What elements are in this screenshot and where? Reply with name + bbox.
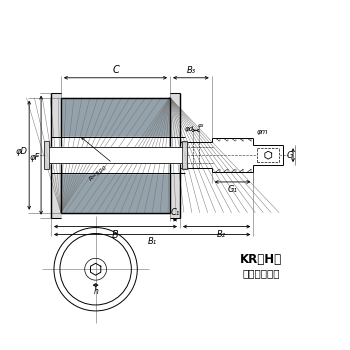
Polygon shape (61, 98, 170, 213)
Text: G: G (287, 150, 294, 160)
Polygon shape (49, 147, 182, 163)
Polygon shape (51, 137, 185, 173)
Polygon shape (44, 141, 49, 169)
Text: G₁: G₁ (228, 185, 238, 194)
Text: R=500: R=500 (89, 164, 108, 182)
Text: B: B (112, 230, 119, 239)
Text: （保持器付）: （保持器付） (243, 268, 280, 278)
Text: C₁: C₁ (170, 208, 180, 217)
Polygon shape (51, 93, 61, 218)
Text: φF: φF (30, 153, 40, 162)
Text: h: h (94, 287, 99, 296)
Polygon shape (61, 98, 170, 213)
Polygon shape (212, 138, 253, 172)
Polygon shape (253, 145, 283, 165)
Text: φs: φs (198, 123, 204, 128)
Text: B₂: B₂ (217, 230, 226, 239)
Polygon shape (182, 141, 187, 169)
Text: φd: φd (185, 126, 194, 132)
Text: B₃: B₃ (186, 66, 195, 75)
Text: φD: φD (15, 147, 27, 156)
Text: KR・H形: KR・H形 (240, 253, 282, 266)
Polygon shape (257, 148, 279, 162)
Polygon shape (170, 93, 180, 218)
Text: C: C (112, 65, 119, 75)
Text: B₁: B₁ (148, 238, 157, 246)
Text: φm: φm (256, 129, 268, 135)
Polygon shape (180, 142, 212, 168)
